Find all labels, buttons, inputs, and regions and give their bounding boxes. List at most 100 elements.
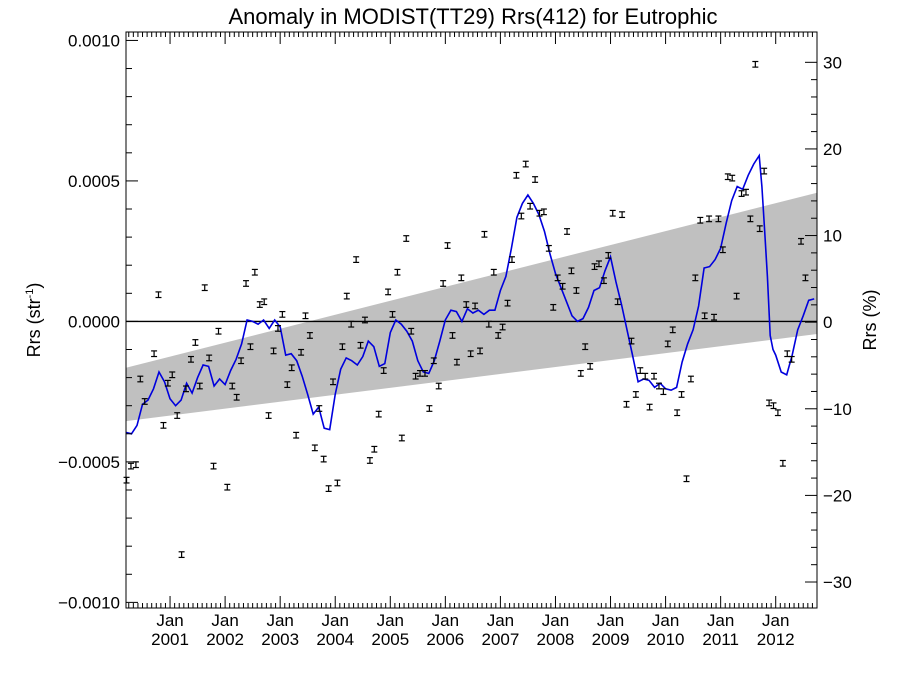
left-axis-label-superscript: -1 [24, 289, 36, 299]
left-tick-label: 0.0005 [68, 172, 120, 191]
data-point [774, 409, 781, 417]
data-point [339, 343, 346, 351]
data-point [504, 299, 511, 307]
data-point [233, 393, 240, 401]
data-point [160, 421, 167, 429]
data-point [229, 382, 236, 390]
right-tick-label: −10 [823, 400, 852, 419]
data-point [729, 174, 736, 182]
data-point [151, 350, 158, 358]
data-point [440, 280, 447, 287]
data-point [619, 211, 626, 219]
data-point [477, 347, 484, 355]
data-point [632, 391, 639, 398]
data-point [361, 316, 368, 324]
x-tick-year-label: 2004 [316, 630, 354, 649]
right-tick-label: −20 [823, 486, 852, 505]
x-tick-month-label: Jan [322, 611, 349, 630]
data-point [715, 215, 722, 223]
data-point [784, 350, 791, 358]
data-point [325, 485, 332, 492]
x-tick-year-label: 2008 [537, 630, 575, 649]
x-tick-year-label: 2002 [206, 630, 244, 649]
data-point [348, 320, 355, 328]
data-point [247, 343, 254, 351]
data-point [311, 444, 318, 452]
data-point [669, 326, 676, 334]
data-point [215, 327, 222, 335]
data-point [481, 230, 488, 238]
data-point [243, 280, 250, 287]
data-point [293, 431, 300, 439]
data-point [123, 476, 130, 484]
x-tick-year-label: 2006 [426, 630, 464, 649]
data-point [178, 551, 185, 559]
data-point [559, 282, 566, 290]
data-point [587, 362, 594, 370]
left-tick-label: −0.0010 [58, 593, 120, 612]
data-point [403, 235, 410, 242]
data-point [141, 398, 148, 405]
data-point [747, 215, 754, 223]
data-point [224, 483, 231, 491]
data-point [701, 312, 708, 320]
data-point [770, 402, 777, 410]
data-point [485, 320, 492, 328]
right-tick-label: 20 [823, 140, 842, 159]
data-point [761, 167, 768, 175]
left-tick-label: 0.0010 [68, 31, 120, 50]
data-point [674, 409, 681, 417]
data-point [472, 302, 479, 310]
data-point [573, 287, 580, 294]
data-point [742, 188, 749, 196]
left-y-axis: 0.0010 0.0005 0.0000 −0.0005 −0.0010 [58, 31, 138, 612]
data-point [206, 354, 213, 362]
data-point [692, 274, 699, 282]
data-point [174, 412, 181, 419]
data-point [545, 244, 552, 252]
data-point [187, 355, 194, 363]
data-point [605, 251, 612, 259]
data-point [711, 313, 718, 321]
data-point [766, 399, 773, 407]
data-point [155, 291, 162, 299]
right-y-axis: 30 20 10 0 −10 −20 −30 [805, 53, 852, 592]
data-point [426, 405, 433, 412]
data-point [788, 355, 795, 363]
right-tick-label: 30 [823, 53, 842, 72]
data-point [375, 410, 382, 418]
data-point [706, 215, 713, 223]
data-point [298, 348, 305, 356]
data-point [490, 268, 497, 276]
data-point [261, 298, 268, 306]
data-point [577, 369, 584, 377]
x-tick-year-label: 2001 [151, 630, 189, 649]
data-point [651, 372, 658, 380]
data-point [499, 323, 506, 331]
data-point [394, 268, 401, 276]
x-tick-year-label: 2010 [647, 630, 685, 649]
data-point [238, 357, 245, 365]
right-tick-label: −30 [823, 573, 852, 592]
data-point [270, 347, 277, 355]
data-point [738, 190, 745, 197]
data-point [733, 292, 740, 300]
data-point [444, 242, 451, 249]
x-tick-month-label: Jan [487, 611, 514, 630]
data-point [683, 475, 690, 483]
data-point [554, 274, 561, 282]
data-point [532, 176, 539, 183]
right-tick-label: 0 [823, 313, 832, 332]
data-point [642, 372, 649, 380]
plot-frame [125, 31, 818, 609]
data-point [550, 303, 557, 311]
data-point [320, 455, 327, 463]
data-point [614, 298, 621, 306]
x-tick-year-label: 2005 [371, 630, 409, 649]
data-point [389, 310, 396, 318]
data-point [385, 288, 392, 296]
data-point [408, 327, 415, 335]
data-point [330, 378, 337, 386]
data-point [302, 312, 309, 320]
data-point [453, 358, 460, 366]
